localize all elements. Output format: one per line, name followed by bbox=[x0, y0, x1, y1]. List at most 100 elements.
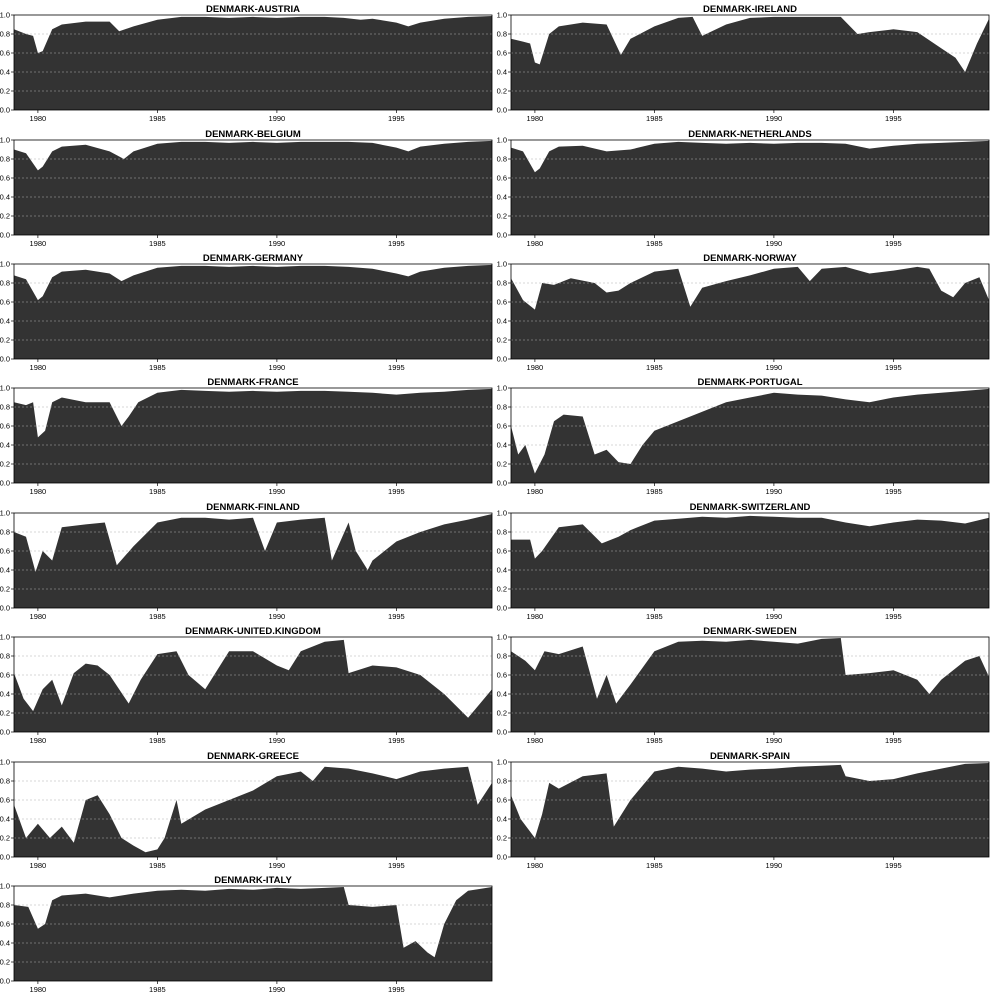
area-series bbox=[511, 266, 989, 359]
x-tick-label: 1995 bbox=[388, 487, 405, 496]
area-series bbox=[511, 638, 989, 732]
y-tick-label: 0.6 bbox=[497, 49, 507, 58]
y-tick-label: 0.6 bbox=[497, 671, 507, 680]
y-tick-label: 0.8 bbox=[497, 279, 507, 288]
x-tick-label: 1995 bbox=[885, 487, 902, 496]
x-tick-label: 1995 bbox=[885, 736, 902, 745]
y-tick-label: 0.8 bbox=[497, 30, 507, 39]
x-tick-label: 1980 bbox=[30, 985, 47, 994]
panel-title: DENMARK-GREECE bbox=[207, 751, 299, 762]
y-tick-label: 0.8 bbox=[497, 155, 507, 164]
panel-title: DENMARK-NETHERLANDS bbox=[688, 129, 812, 140]
area-series bbox=[511, 515, 989, 608]
panel-denmark-sweden: DENMARK-SWEDEN 0.0 0.2 0.4 0.6 0.8 1.0 1980 1985… bbox=[497, 626, 990, 745]
y-tick-label: 0.8 bbox=[0, 279, 10, 288]
y-tick-label: 0.4 bbox=[0, 441, 10, 450]
x-tick-label: 1985 bbox=[149, 985, 166, 994]
plot-frame bbox=[510, 263, 990, 360]
x-tick-label: 1985 bbox=[646, 612, 663, 621]
y-tick-label: 0.2 bbox=[0, 336, 10, 345]
area-series bbox=[14, 639, 492, 732]
y-tick-label: 0.6 bbox=[0, 298, 10, 307]
y-tick-label: 0.6 bbox=[0, 49, 10, 58]
plot-frame bbox=[510, 636, 990, 733]
panel-denmark-norway: DENMARK-NORWAY 0.0 0.2 0.4 0.6 0.8 1.0 1980 1985… bbox=[497, 253, 990, 372]
panel-denmark-belgium: DENMARK-BELGIUM 0.0 0.2 0.4 0.6 0.8 1.0 1980 198… bbox=[0, 129, 493, 248]
panel-denmark-france: DENMARK-FRANCE 0.0 0.2 0.4 0.6 0.8 1.0 1980 1985… bbox=[0, 377, 493, 496]
x-tick-label: 1985 bbox=[646, 736, 663, 745]
y-tick-label: 0.4 bbox=[497, 317, 507, 326]
y-tick-label: 0.8 bbox=[0, 528, 10, 537]
x-tick-label: 1985 bbox=[149, 612, 166, 621]
y-tick-label: 1.0 bbox=[0, 136, 10, 145]
plot-frame bbox=[510, 14, 990, 111]
x-tick-label: 1995 bbox=[885, 612, 902, 621]
x-tick-label: 1990 bbox=[269, 985, 286, 994]
y-tick-label: 0.0 bbox=[497, 604, 507, 613]
panel-denmark-italy: DENMARK-ITALY 0.0 0.2 0.4 0.6 0.8 1.0 1980 1985 1… bbox=[0, 875, 493, 994]
y-tick-label: 0.4 bbox=[0, 815, 10, 824]
x-tick-label: 1980 bbox=[30, 363, 47, 372]
y-tick-label: 0.4 bbox=[0, 193, 10, 202]
y-tick-label: 1.0 bbox=[497, 758, 507, 767]
x-tick-label: 1980 bbox=[30, 114, 47, 123]
y-tick-label: 1.0 bbox=[0, 633, 10, 642]
plot-frame bbox=[13, 761, 493, 858]
x-tick-label: 1995 bbox=[388, 239, 405, 248]
x-tick-label: 1990 bbox=[766, 736, 783, 745]
x-tick-label: 1995 bbox=[388, 736, 405, 745]
area-series bbox=[14, 140, 492, 235]
plot-frame bbox=[510, 512, 990, 609]
area-series bbox=[14, 264, 492, 359]
area-series bbox=[511, 388, 989, 483]
y-tick-label: 0.6 bbox=[0, 920, 10, 929]
y-tick-label: 0.8 bbox=[497, 777, 507, 786]
y-tick-label: 1.0 bbox=[0, 11, 10, 20]
y-tick-label: 0.2 bbox=[0, 585, 10, 594]
x-tick-label: 1980 bbox=[527, 114, 544, 123]
y-tick-label: 0.8 bbox=[0, 30, 10, 39]
panel-title: DENMARK-FRANCE bbox=[207, 377, 298, 388]
panel-title: DENMARK-NORWAY bbox=[703, 253, 797, 264]
y-tick-label: 0.8 bbox=[0, 652, 10, 661]
y-tick-label: 0.8 bbox=[0, 777, 10, 786]
y-tick-label: 0.2 bbox=[497, 336, 507, 345]
panel-title: DENMARK-SPAIN bbox=[710, 751, 790, 762]
y-tick-label: 0.8 bbox=[497, 403, 507, 412]
x-tick-label: 1995 bbox=[885, 114, 902, 123]
y-tick-label: 0.6 bbox=[0, 547, 10, 556]
y-tick-label: 0.2 bbox=[0, 834, 10, 843]
y-tick-label: 0.0 bbox=[497, 355, 507, 364]
plot-frame bbox=[510, 387, 990, 484]
y-tick-label: 0.0 bbox=[0, 604, 10, 613]
panel-title: DENMARK-UNITED.KINGDOM bbox=[185, 626, 321, 637]
y-tick-label: 0.0 bbox=[0, 728, 10, 737]
x-tick-label: 1985 bbox=[646, 363, 663, 372]
x-tick-label: 1995 bbox=[388, 985, 405, 994]
area-series bbox=[511, 140, 989, 235]
y-tick-label: 0.6 bbox=[497, 422, 507, 431]
panel-denmark-ireland: DENMARK-IRELAND 0.0 0.2 0.4 0.6 0.8 1.0 1980 198… bbox=[497, 4, 990, 123]
y-tick-label: 0.8 bbox=[0, 403, 10, 412]
x-tick-label: 1990 bbox=[766, 861, 783, 870]
plot-frame bbox=[13, 387, 493, 484]
area-series bbox=[14, 388, 492, 483]
panel-title: DENMARK-SWEDEN bbox=[703, 626, 797, 637]
y-tick-label: 0.0 bbox=[0, 231, 10, 240]
y-tick-label: 0.6 bbox=[0, 174, 10, 183]
x-tick-label: 1995 bbox=[388, 861, 405, 870]
x-tick-label: 1985 bbox=[646, 114, 663, 123]
y-tick-label: 0.6 bbox=[0, 796, 10, 805]
y-tick-label: 1.0 bbox=[0, 260, 10, 269]
y-tick-label: 1.0 bbox=[0, 758, 10, 767]
x-tick-label: 1990 bbox=[269, 487, 286, 496]
area-series bbox=[14, 514, 492, 608]
y-tick-label: 0.4 bbox=[0, 939, 10, 948]
y-tick-label: 0.0 bbox=[0, 106, 10, 115]
x-tick-label: 1980 bbox=[30, 612, 47, 621]
area-series bbox=[511, 16, 989, 110]
y-tick-label: 0.8 bbox=[497, 528, 507, 537]
y-tick-label: 0.0 bbox=[0, 479, 10, 488]
x-tick-label: 1980 bbox=[527, 736, 544, 745]
